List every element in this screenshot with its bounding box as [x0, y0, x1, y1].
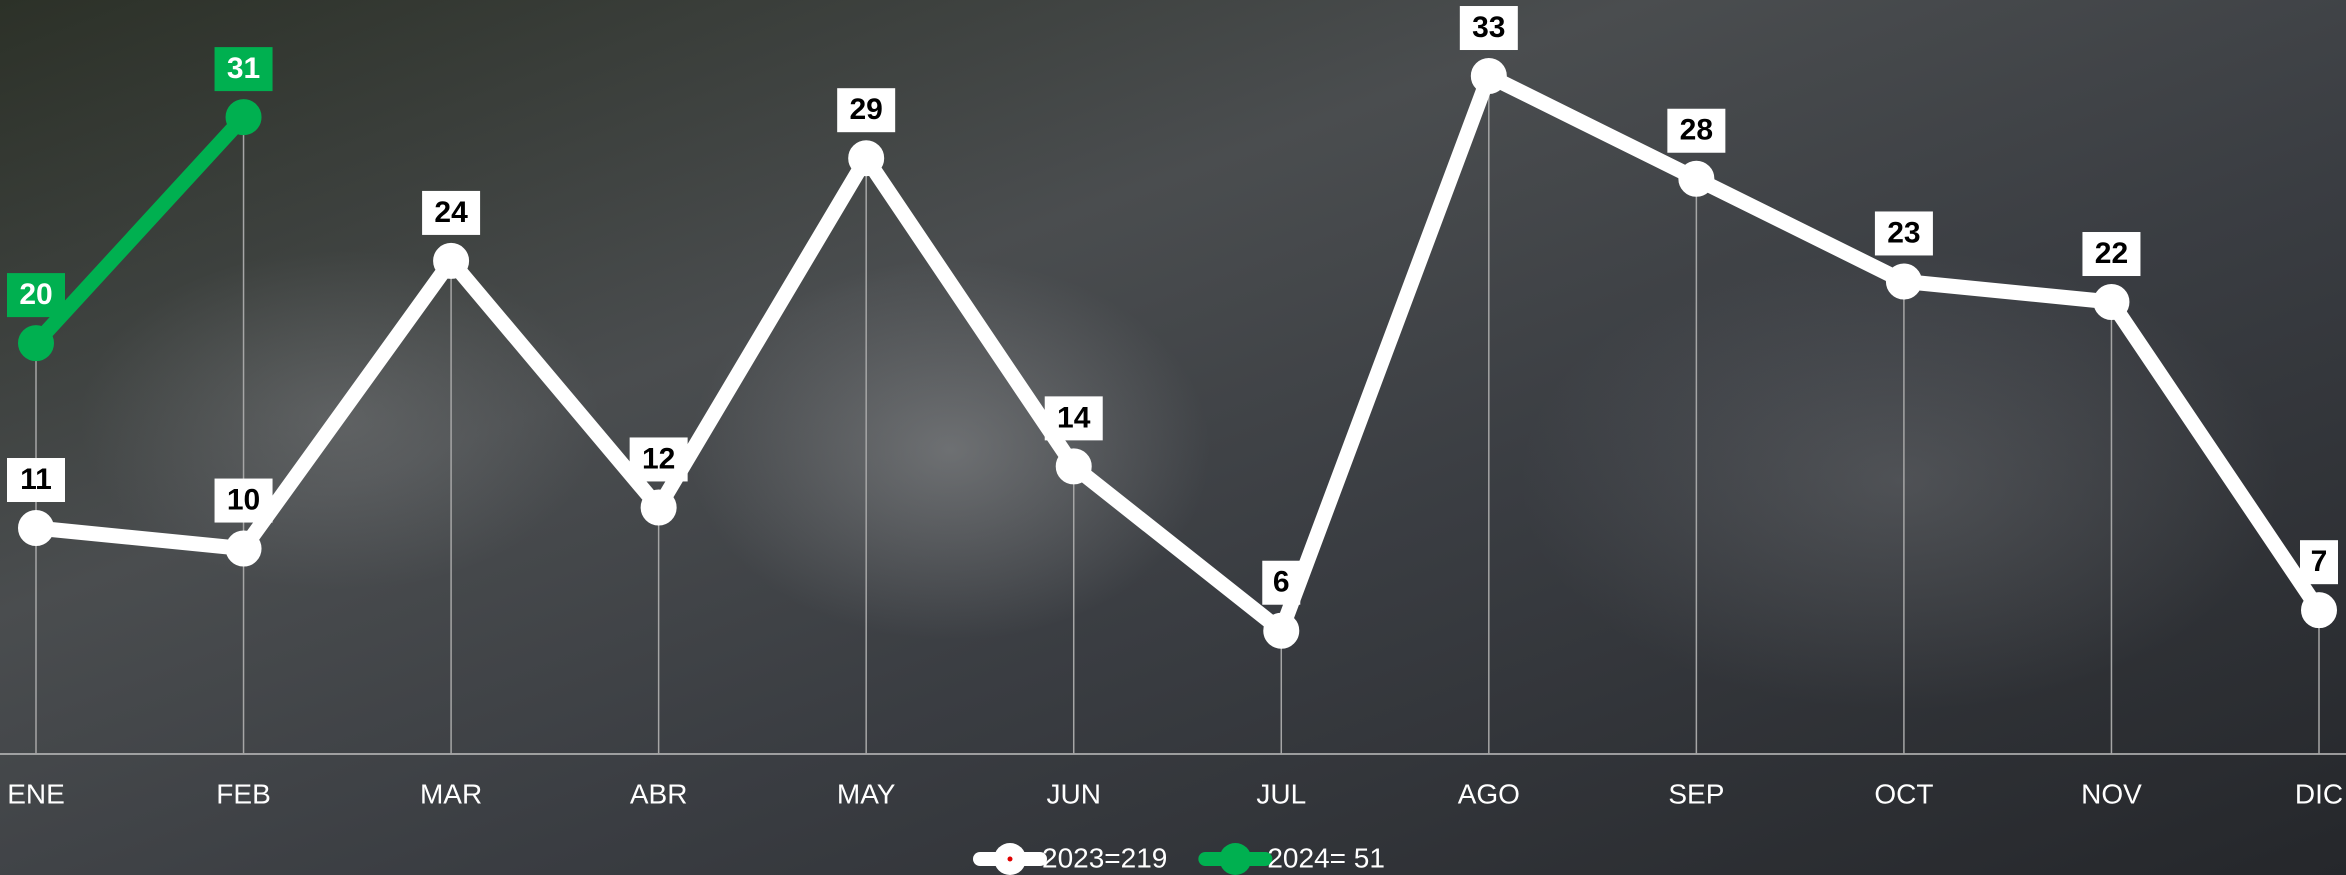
data-label: 31	[227, 52, 260, 85]
point-marker	[227, 532, 261, 566]
point-marker	[1057, 449, 1091, 483]
point-marker	[434, 244, 468, 278]
point-marker	[642, 490, 676, 524]
point-marker	[1472, 59, 1506, 93]
x-tick-label: JUL	[1256, 778, 1306, 809]
data-label: 20	[19, 278, 52, 311]
x-tick-label: MAY	[837, 778, 896, 809]
legend-label: 2024= 51	[1267, 842, 1385, 873]
data-label: 11	[20, 463, 52, 496]
data-label: 28	[1680, 114, 1713, 147]
legend-marker	[1219, 843, 1251, 875]
point-marker	[1679, 162, 1713, 196]
x-tick-label: NOV	[2081, 778, 2142, 809]
x-tick-label: ENE	[7, 778, 65, 809]
chart: 2023=219 2024= 51 ENE FEB MAR ABR MAY JUN JUL AG…	[0, 0, 2346, 875]
data-label: 29	[849, 93, 882, 126]
data-label: 22	[2095, 237, 2128, 270]
data-label: 12	[642, 442, 675, 475]
data-label: 6	[1273, 566, 1290, 599]
point-marker	[227, 100, 261, 134]
point-marker	[849, 141, 883, 175]
x-tick-label: JUN	[1047, 778, 1101, 809]
x-tick-label: SEP	[1668, 778, 1724, 809]
data-label: 23	[1887, 216, 1920, 249]
data-label: 10	[227, 483, 260, 516]
legend-label: 2023=219	[1042, 842, 1167, 873]
x-tick-label: DIC	[2295, 778, 2343, 809]
data-label: 24	[434, 196, 468, 229]
point-marker	[19, 326, 53, 360]
data-label: 14	[1057, 401, 1091, 434]
point-marker	[1264, 614, 1298, 648]
page: 2023=219 2024= 51 ENE FEB MAR ABR MAY JUN JUL AG…	[0, 0, 2346, 875]
x-tick-label: MAR	[420, 778, 482, 809]
data-label: 7	[2311, 545, 2328, 578]
background-blur	[1520, 250, 2280, 710]
point-marker	[19, 511, 53, 545]
point-marker	[2094, 285, 2128, 319]
point-marker	[1887, 264, 1921, 298]
point-marker	[2302, 593, 2336, 627]
x-tick-label: AGO	[1458, 778, 1520, 809]
x-tick-label: OCT	[1874, 778, 1933, 809]
x-tick-label: FEB	[216, 778, 270, 809]
x-tick-label: ABR	[630, 778, 688, 809]
legend-marker-dot	[1008, 857, 1013, 862]
data-label: 33	[1472, 11, 1505, 44]
